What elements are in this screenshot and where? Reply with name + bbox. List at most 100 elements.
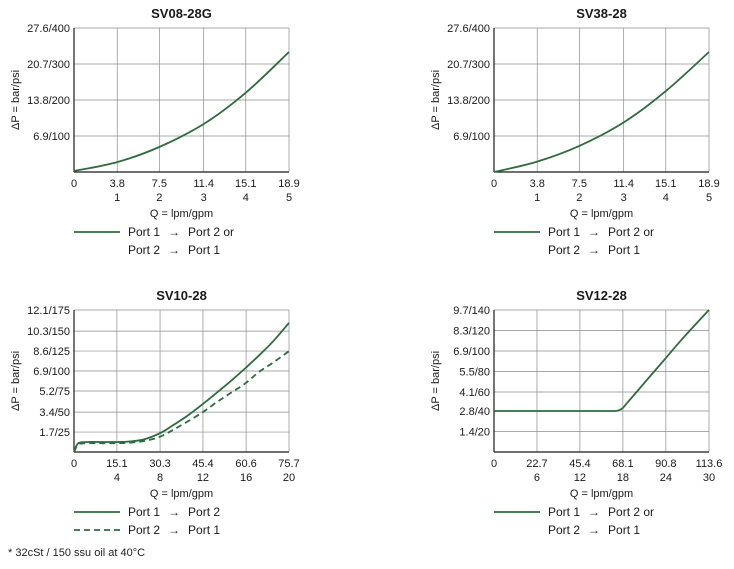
legend-to: Port 1 <box>608 523 640 537</box>
y-tick-label: 8.3/120 <box>453 325 490 337</box>
x-tick-label-secondary: 12 <box>197 472 209 484</box>
x-tick-label: 22.7 <box>526 458 547 470</box>
y-tick-label: 5.2/75 <box>39 386 70 398</box>
x-tick-label: 15.1 <box>235 178 256 190</box>
legend-entry: Port 2 → Port 1 <box>128 523 220 537</box>
legend-to: Port 2 or <box>608 505 654 519</box>
legend-entry: Port 1 → Port 2 or <box>548 225 654 239</box>
x-axis-label: Q = lpm/gpm <box>570 208 633 220</box>
y-tick-label: 13.8/200 <box>447 95 490 107</box>
x-tick-label-secondary: 12 <box>574 472 586 484</box>
y-tick-label: 9.7/140 <box>453 305 490 317</box>
x-tick-label: 30.3 <box>149 458 170 470</box>
y-tick-label: 6.9/100 <box>453 346 490 358</box>
x-tick-label-secondary: 4 <box>663 192 669 204</box>
legend-arrow: → <box>168 225 180 239</box>
x-tick-label-secondary: 4 <box>114 472 120 484</box>
x-tick-label: 3.8 <box>530 178 545 190</box>
y-tick-label: 2.8/40 <box>459 406 490 418</box>
x-axis-label: Q = lpm/gpm <box>570 488 633 500</box>
x-tick-label: 0 <box>491 178 497 190</box>
x-tick-label: 15.1 <box>106 458 127 470</box>
y-tick-label: 6.9/100 <box>453 131 490 143</box>
x-tick-label-secondary: 6 <box>534 472 540 484</box>
legend-to: Port 1 <box>188 523 220 537</box>
chart-panel-2: SV38-28 0 3.8 1 7.5 2 11.4 3 15.1 4 18.9 5 6.9/100 13… <box>430 6 720 257</box>
x-tick-label: 11.4 <box>193 178 214 190</box>
legend-entry: Port 1 → Port 2 or <box>548 505 654 519</box>
x-tick-label-secondary: 2 <box>576 192 582 204</box>
x-tick-label: 45.4 <box>569 458 590 470</box>
x-tick-label-secondary: 16 <box>240 472 252 484</box>
x-tick-label: 0 <box>491 458 497 470</box>
legend-arrow: → <box>168 505 180 519</box>
series-line-1 <box>73 51 290 172</box>
legend-arrow: → <box>588 225 600 239</box>
x-tick-label: 3.8 <box>110 178 125 190</box>
x-tick-label-secondary: 1 <box>534 192 540 204</box>
x-axis-label: Q = lpm/gpm <box>150 488 213 500</box>
legend-entry: Port 1 → Port 2 or <box>128 225 234 239</box>
x-tick-label-secondary: 1 <box>114 192 120 204</box>
y-tick-label: 1.4/20 <box>459 427 490 439</box>
y-axis-label: ΔP = bar/psi <box>10 351 22 411</box>
x-tick-label-secondary: 3 <box>621 192 627 204</box>
legend-entry: Port 2 → Port 1 <box>548 523 640 537</box>
legend-to: Port 1 <box>608 243 640 257</box>
chart-panel-3: SV10-28 0 15.1 4 30.3 8 45.4 12 60.6 16 75.7 20 1.7/… <box>10 288 300 537</box>
series-line-1 <box>493 51 710 173</box>
y-tick-label: 1.7/25 <box>39 427 70 439</box>
x-tick-label: 0 <box>71 458 77 470</box>
chart-title: SV12-28 <box>576 288 627 303</box>
x-tick-label-secondary: 8 <box>157 472 163 484</box>
y-tick-label: 13.8/200 <box>27 95 70 107</box>
x-tick-label-secondary: 4 <box>243 192 249 204</box>
legend-from: Port 2 <box>128 523 160 537</box>
y-tick-label: 27.6/400 <box>27 23 70 35</box>
chart-panel-1: SV08-28G 0 3.8 1 7.5 2 11.4 3 15.1 4 18.9 5 6.9/100 1… <box>10 6 300 257</box>
x-tick-label: 18.9 <box>698 178 719 190</box>
y-tick-label: 5.5/80 <box>459 366 490 378</box>
y-tick-label: 6.9/100 <box>33 131 70 143</box>
legend-arrow: → <box>588 243 600 257</box>
legend-arrow: → <box>588 523 600 537</box>
y-axis-label: ΔP = bar/psi <box>430 351 442 411</box>
legend-to: Port 2 <box>188 505 220 519</box>
x-tick-label: 90.8 <box>655 458 676 470</box>
y-axis-label: ΔP = bar/psi <box>430 70 442 130</box>
x-tick-label: 7.5 <box>152 178 167 190</box>
x-tick-label-secondary: 5 <box>286 192 292 204</box>
x-tick-label: 0 <box>71 178 77 190</box>
legend-from: Port 1 <box>128 225 160 239</box>
legend-from: Port 2 <box>548 523 580 537</box>
x-tick-label: 7.5 <box>572 178 587 190</box>
y-tick-label: 4.1/60 <box>459 387 490 399</box>
y-tick-label: 27.6/400 <box>447 23 490 35</box>
x-tick-label: 75.7 <box>278 458 299 470</box>
chart-title: SV38-28 <box>576 6 627 21</box>
legend-arrow: → <box>168 523 180 537</box>
x-tick-label: 68.1 <box>612 458 633 470</box>
legend-to: Port 1 <box>188 243 220 257</box>
chart-title: SV10-28 <box>156 288 207 303</box>
x-tick-label-secondary: 24 <box>660 472 672 484</box>
series-line-2 <box>73 350 290 453</box>
legend-entry: Port 1 → Port 2 <box>128 505 220 519</box>
x-tick-label-secondary: 30 <box>703 472 715 484</box>
legend-from: Port 1 <box>548 225 580 239</box>
x-tick-label-secondary: 18 <box>617 472 629 484</box>
x-tick-label: 15.1 <box>655 178 676 190</box>
legend-to: Port 2 or <box>188 225 234 239</box>
legend-from: Port 1 <box>128 505 160 519</box>
x-tick-label-secondary: 20 <box>283 472 295 484</box>
y-axis-label: ΔP = bar/psi <box>10 70 22 130</box>
legend-entry: Port 2 → Port 1 <box>128 243 220 257</box>
footnote: * 32cSt / 150 ssu oil at 40°C <box>8 547 146 559</box>
x-axis-label: Q = lpm/gpm <box>150 208 213 220</box>
legend-from: Port 2 <box>548 243 580 257</box>
y-tick-label: 20.7/300 <box>27 59 70 71</box>
series-line-1 <box>493 309 710 412</box>
y-tick-label: 6.9/100 <box>33 366 70 378</box>
legend-arrow: → <box>168 243 180 257</box>
